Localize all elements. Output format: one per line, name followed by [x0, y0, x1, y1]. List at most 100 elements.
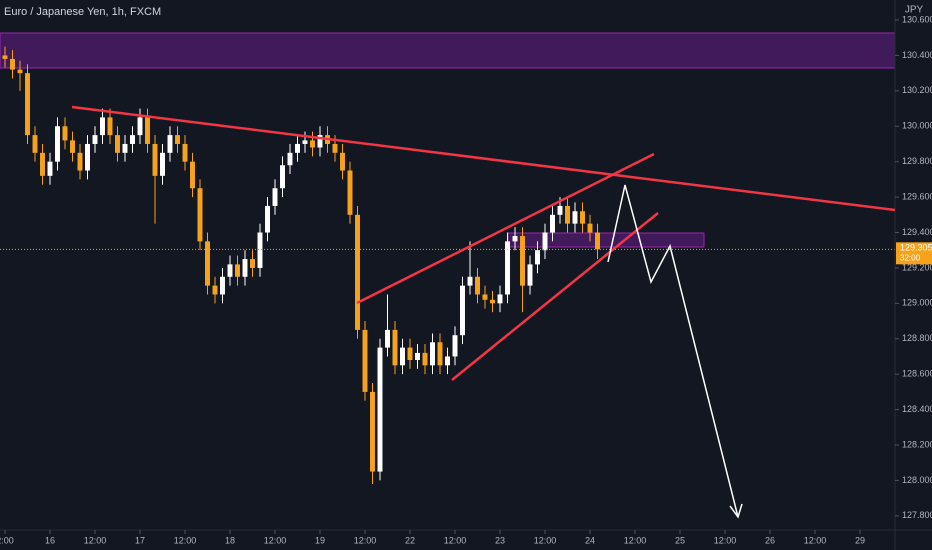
candle-body [550, 214, 555, 233]
x-tick-label: 23 [495, 535, 505, 545]
last-price-label: 129.305 [900, 243, 932, 253]
projection-path [607, 184, 739, 518]
trendline [71, 105, 896, 212]
candle-body [287, 152, 293, 166]
x-tick-label: 29 [855, 535, 865, 545]
wedge-upper [356, 152, 655, 305]
candle-body [25, 73, 30, 136]
x-tick-label: 17 [135, 535, 145, 545]
y-tick-label: 128.800 [902, 333, 932, 343]
x-tick-label: 26 [765, 535, 775, 545]
candle-body [85, 143, 90, 171]
y-tick-label: 129.400 [902, 227, 932, 237]
x-tick-label: 24 [585, 535, 595, 545]
x-tick-label: 19 [315, 535, 325, 545]
candle-body [452, 335, 458, 357]
candle-body [242, 259, 248, 277]
candle-body [332, 143, 338, 153]
y-tick-label: 130.400 [902, 50, 932, 60]
candle-body [235, 264, 240, 277]
x-tick-label: 18 [225, 535, 235, 545]
candle-body [355, 214, 360, 330]
candle-body [250, 259, 255, 268]
candle-body [340, 152, 345, 171]
candle-body [347, 170, 353, 215]
supply-zone [0, 32, 896, 69]
candle-body [497, 294, 503, 304]
y-tick-label: 129.000 [902, 298, 932, 308]
candle-body [310, 140, 315, 148]
y-tick-label: 127.800 [902, 510, 932, 520]
candle-body [475, 276, 480, 295]
x-tick-label: 22 [405, 535, 415, 545]
candle-body [197, 188, 203, 242]
candle-body [77, 152, 83, 171]
y-tick-label: 128.000 [902, 475, 932, 485]
candle-body [377, 347, 383, 472]
y-tick-label: 129.200 [902, 262, 932, 272]
candle-body [302, 140, 308, 144]
candle-body [257, 232, 263, 268]
candle-body [280, 165, 285, 189]
candle-body [445, 356, 450, 366]
plot-area [0, 32, 896, 248]
candle-body [92, 135, 98, 144]
candle-body [62, 126, 68, 141]
candle-body [227, 264, 233, 277]
candle-body [17, 69, 23, 74]
candle-body [100, 117, 105, 136]
x-tick-label: 12:00 [804, 535, 827, 545]
y-tick-label: 128.600 [902, 369, 932, 379]
candle-body [317, 135, 323, 148]
x-tick-label: 12:00 [534, 535, 557, 545]
candle-body [122, 143, 128, 153]
candle-body [542, 232, 548, 251]
candle-body [370, 391, 375, 472]
candle-body [160, 152, 165, 176]
candle-body [272, 188, 278, 206]
candle-body [580, 211, 585, 224]
candle-body [430, 342, 435, 366]
candles [0, 46, 895, 484]
candle-body [422, 352, 428, 366]
candle-body [407, 347, 413, 361]
x-tick-label: 12:00 [354, 535, 377, 545]
candle-body [32, 135, 38, 153]
candle-body [190, 161, 195, 189]
candle-body [505, 241, 510, 295]
y-tick-label: 129.800 [902, 156, 932, 166]
x-tick-label: 12:00 [624, 535, 647, 545]
candle-body [415, 352, 420, 361]
candle-body [587, 223, 593, 233]
y-tick-label: 130.000 [902, 121, 932, 131]
candle-body [55, 126, 60, 162]
candle-body [295, 143, 300, 153]
candle-body [175, 135, 180, 144]
candle-body [47, 161, 53, 176]
candle-body [107, 117, 113, 136]
y-tick-label: 130.200 [902, 85, 932, 95]
candle-body [400, 347, 405, 366]
x-tick-label: 12:00 [174, 535, 197, 545]
candle-body [182, 143, 188, 162]
candle-body [572, 211, 578, 224]
x-tick-label: 12:00 [84, 535, 107, 545]
x-tick-label: 2:00 [0, 535, 14, 545]
candle-body [220, 276, 225, 295]
candle-body [212, 285, 218, 295]
candle-body [40, 152, 45, 176]
candle-body [167, 135, 173, 153]
candle-body [565, 205, 570, 224]
candle-body [145, 117, 150, 144]
candle-body [130, 135, 135, 144]
candle-body [70, 140, 75, 153]
chart-title: Euro / Japanese Yen, 1h, FXCM [4, 6, 161, 18]
candle-body [557, 205, 563, 215]
candle-body [362, 329, 368, 392]
candle-body [115, 135, 120, 153]
last-price-box [896, 242, 932, 265]
wedge-lower [451, 212, 659, 381]
currency-label: JPY [905, 5, 924, 16]
